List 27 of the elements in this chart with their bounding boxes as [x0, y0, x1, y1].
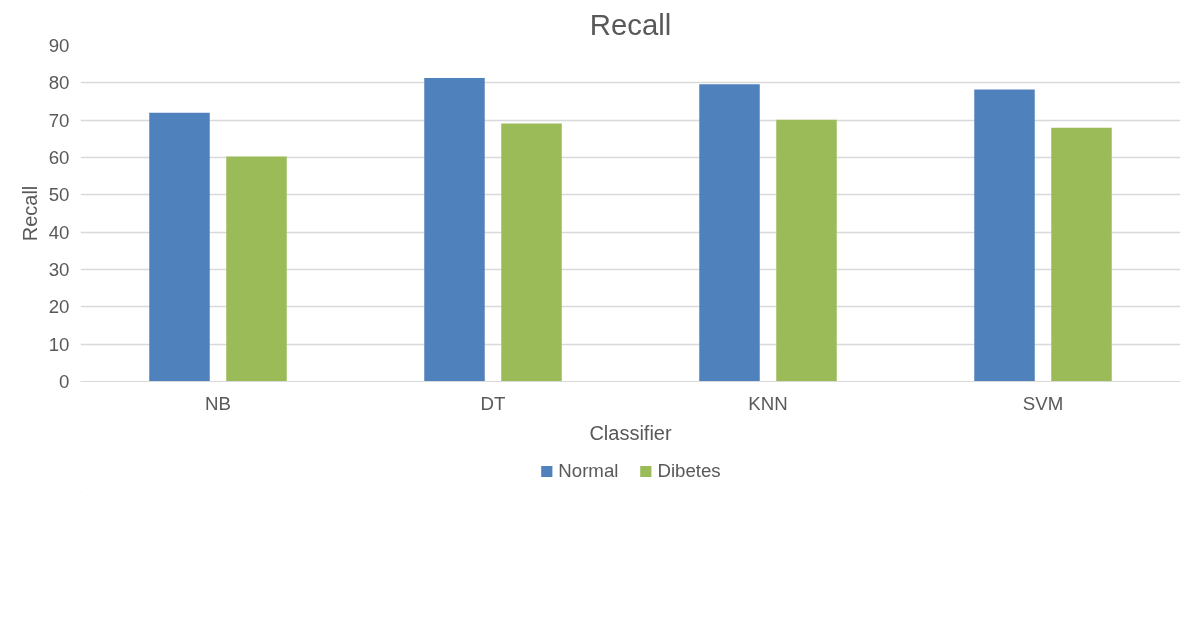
legend-label: Dibetes: [657, 460, 721, 482]
y-tick-label: 90: [48, 35, 70, 56]
bar: [226, 156, 287, 382]
chart-title: Recall: [589, 7, 672, 41]
x-axis-title: Classifier: [589, 421, 672, 444]
x-tick-label: KNN: [748, 392, 788, 414]
y-axis-title: Recall: [18, 185, 41, 242]
bar: [1051, 127, 1112, 382]
bar: [699, 84, 760, 382]
bar: [974, 89, 1035, 382]
y-tick-label: 70: [48, 109, 70, 131]
x-tick-label: NB: [205, 392, 231, 414]
legend-label: Normal: [558, 460, 619, 482]
y-tick-label: 50: [48, 184, 70, 206]
bar: [501, 123, 562, 382]
y-tick-label: 20: [48, 296, 70, 318]
y-tick-label: 30: [48, 259, 70, 280]
y-tick-label: 40: [48, 221, 70, 243]
bar: [149, 112, 210, 382]
bar: [424, 77, 485, 382]
y-tick-label: 0: [59, 371, 70, 392]
bar: [776, 119, 837, 382]
y-tick-label: 60: [48, 147, 70, 168]
x-tick-label: SVM: [1022, 392, 1064, 414]
y-tick-label: 10: [48, 333, 70, 355]
y-tick-label: 80: [48, 72, 70, 94]
x-tick-label: DT: [480, 392, 506, 414]
